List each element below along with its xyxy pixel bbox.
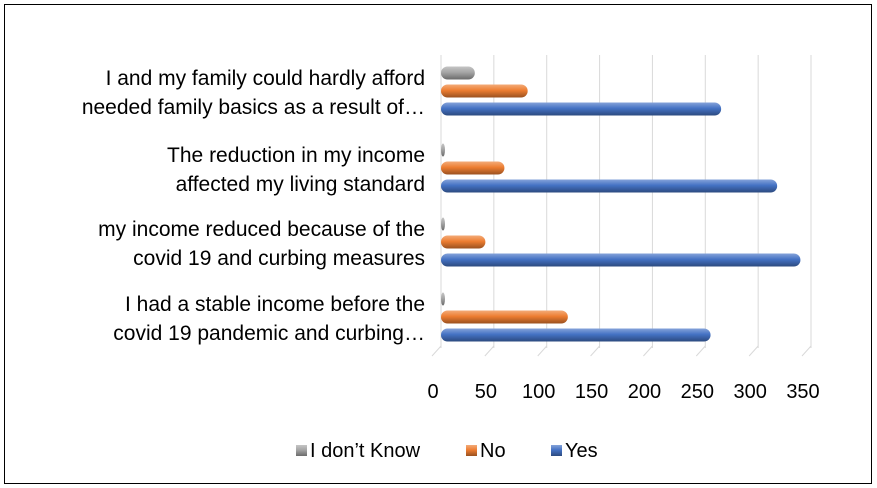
x-tick-label: 100 [522, 381, 555, 403]
category-label: I and my family could hardly afford [106, 67, 425, 90]
gridline-depth [537, 345, 548, 357]
legend-swatch [466, 445, 477, 456]
bar-i-don-t-know [441, 217, 445, 231]
bar-yes [441, 102, 722, 116]
legend-swatch [551, 445, 562, 456]
gridline-depth [590, 345, 600, 357]
x-tick-label: 350 [786, 381, 819, 403]
bar-yes [441, 253, 801, 267]
category-label: needed family basics as a result of… [82, 96, 425, 119]
bar-no [441, 84, 528, 98]
x-axis-ticks: 0 50 100 150 200 250 300 350 [427, 381, 819, 403]
x-tick-label: 300 [733, 381, 766, 403]
bar-no [441, 235, 486, 249]
bars [441, 66, 801, 342]
bar-i-don-t-know [441, 143, 445, 157]
category-label: The reduction in my income [167, 144, 425, 167]
bar-i-don-t-know [441, 66, 475, 80]
legend-label: I don’t Know [310, 440, 421, 462]
gridline-depth [801, 345, 812, 357]
x-tick-label: 50 [475, 381, 497, 403]
legend-label: Yes [565, 440, 598, 462]
bar-yes [441, 179, 778, 193]
bar-no [441, 161, 505, 175]
x-tick-label: 150 [575, 381, 608, 403]
gridline-depth [748, 345, 759, 357]
bar-i-don-t-know [441, 292, 445, 306]
gridline-depth [643, 345, 653, 357]
gridline-depth [484, 345, 495, 357]
x-tick-label: 0 [427, 381, 438, 403]
legend-swatch [296, 445, 307, 456]
legend: I don’t Know No Yes [296, 440, 598, 462]
category-label: covid 19 and curbing measures [133, 247, 425, 270]
gridline-depth [695, 345, 706, 357]
category-label: covid 19 pandemic and curbing… [113, 322, 425, 345]
gridline-depth [431, 345, 442, 357]
legend-label: No [480, 440, 506, 462]
category-labels: I had a stable income before the covid 19… [82, 67, 425, 345]
category-label: I had a stable income before the [125, 293, 425, 316]
x-tick-label: 250 [681, 381, 714, 403]
category-label: affected my living standard [176, 173, 425, 196]
chart-frame [4, 4, 872, 484]
category-label: my income reduced because of the [98, 218, 425, 241]
bar-yes [441, 328, 711, 342]
x-tick-label: 200 [628, 381, 661, 403]
bar-no [441, 310, 568, 324]
